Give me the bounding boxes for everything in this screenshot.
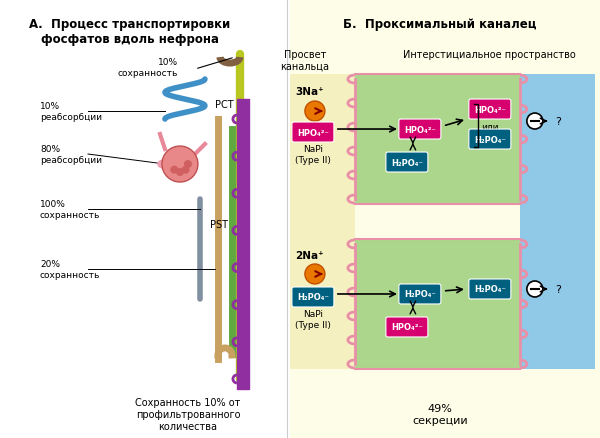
Text: 49%
секреции: 49% секреции: [412, 403, 467, 425]
Text: Б.  Проксимальный каналец: Б. Проксимальный каналец: [343, 18, 536, 31]
Circle shape: [527, 114, 543, 130]
Text: HPO₄²⁻: HPO₄²⁻: [404, 125, 436, 134]
Text: ?: ?: [555, 284, 561, 294]
Circle shape: [305, 102, 325, 122]
FancyBboxPatch shape: [469, 100, 511, 120]
Circle shape: [182, 166, 190, 174]
Text: H₂PO₄⁻: H₂PO₄⁻: [474, 285, 506, 294]
Text: 80%
реабсорбции: 80% реабсорбции: [40, 145, 102, 164]
Text: Интерстициальное пространство: Интерстициальное пространство: [403, 50, 576, 60]
FancyBboxPatch shape: [469, 130, 511, 150]
Text: Просвет
канальца: Просвет канальца: [280, 50, 329, 71]
Text: 20%
сохранность: 20% сохранность: [40, 260, 100, 279]
FancyBboxPatch shape: [469, 279, 511, 299]
Text: 100%
сохранность: 100% сохранность: [40, 200, 100, 219]
Text: А.  Процесс транспортировки
фосфатов вдоль нефрона: А. Процесс транспортировки фосфатов вдол…: [29, 18, 230, 46]
Text: 3Na⁺: 3Na⁺: [296, 87, 324, 97]
FancyBboxPatch shape: [399, 120, 441, 140]
FancyBboxPatch shape: [386, 153, 428, 173]
FancyBboxPatch shape: [290, 0, 600, 438]
Text: H₂PO₄⁻: H₂PO₄⁻: [297, 293, 329, 302]
Text: HPO₄²⁻: HPO₄²⁻: [297, 128, 329, 137]
Circle shape: [176, 169, 184, 177]
FancyBboxPatch shape: [292, 123, 334, 143]
Text: Сохранность 10% от
профильтрованного
количества: Сохранность 10% от профильтрованного кол…: [135, 397, 241, 431]
FancyBboxPatch shape: [520, 75, 595, 369]
Text: 2Na⁺: 2Na⁺: [296, 251, 324, 261]
Circle shape: [305, 265, 325, 284]
Text: PCT: PCT: [215, 100, 233, 110]
Text: H₂PO₄⁻: H₂PO₄⁻: [404, 290, 436, 299]
FancyBboxPatch shape: [290, 75, 355, 369]
Text: 10%
реабсорбции: 10% реабсорбции: [40, 102, 102, 121]
FancyBboxPatch shape: [292, 287, 334, 307]
Text: ?: ?: [555, 117, 561, 127]
FancyBboxPatch shape: [355, 75, 520, 205]
FancyBboxPatch shape: [399, 284, 441, 304]
Circle shape: [170, 166, 178, 174]
Text: 10%
сохранность: 10% сохранность: [118, 58, 178, 78]
Circle shape: [527, 281, 543, 297]
Text: PST: PST: [210, 219, 228, 230]
Text: HPO₄²⁻: HPO₄²⁻: [474, 105, 506, 114]
Text: или: или: [481, 122, 499, 131]
Text: HPO₄²⁻: HPO₄²⁻: [391, 323, 423, 332]
Circle shape: [162, 147, 198, 183]
FancyBboxPatch shape: [0, 0, 290, 438]
Text: NaPi
(Type II): NaPi (Type II): [295, 145, 331, 164]
Text: H₂PO₄⁻: H₂PO₄⁻: [391, 158, 423, 167]
Text: H₂PO₄⁻: H₂PO₄⁻: [474, 135, 506, 144]
FancyBboxPatch shape: [355, 240, 520, 369]
Text: NaPi
(Type II): NaPi (Type II): [295, 310, 331, 329]
Circle shape: [184, 161, 192, 169]
FancyBboxPatch shape: [386, 317, 428, 337]
